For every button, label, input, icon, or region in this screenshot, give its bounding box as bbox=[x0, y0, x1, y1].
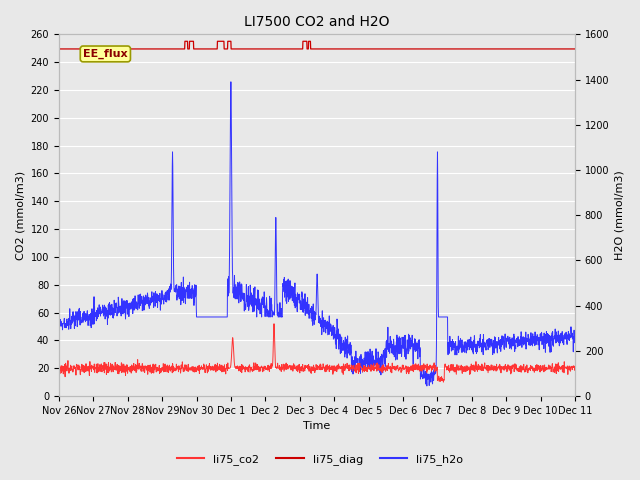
Y-axis label: H2O (mmol/m3): H2O (mmol/m3) bbox=[615, 170, 625, 260]
Title: LI7500 CO2 and H2O: LI7500 CO2 and H2O bbox=[244, 15, 390, 29]
X-axis label: Time: Time bbox=[303, 421, 331, 432]
Legend: li75_co2, li75_diag, li75_h2o: li75_co2, li75_diag, li75_h2o bbox=[172, 450, 468, 469]
Text: EE_flux: EE_flux bbox=[83, 49, 127, 59]
Y-axis label: CO2 (mmol/m3): CO2 (mmol/m3) bbox=[15, 171, 25, 260]
